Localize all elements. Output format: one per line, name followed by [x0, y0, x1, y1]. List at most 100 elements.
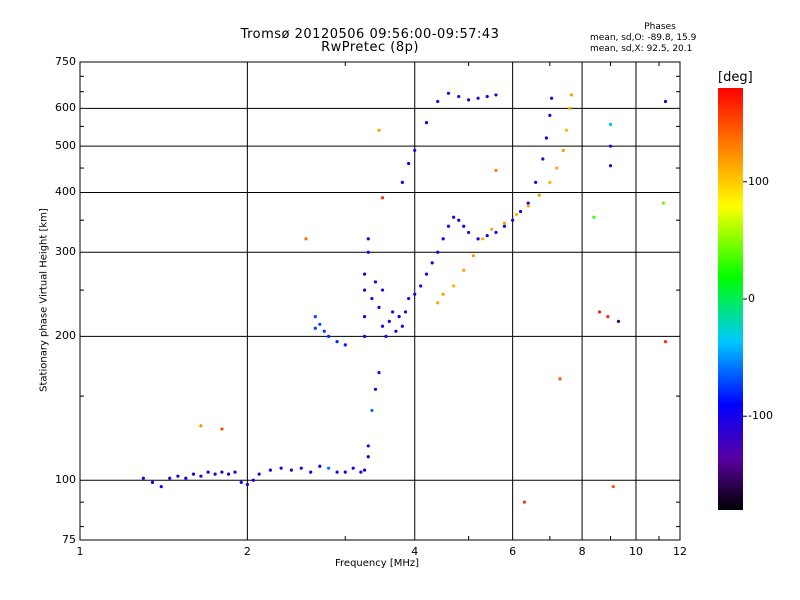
data-point	[343, 470, 347, 474]
data-point	[446, 224, 451, 228]
data-point	[362, 468, 367, 472]
x-tick-label: 10	[628, 545, 643, 558]
data-point	[309, 470, 313, 474]
phases-x-stats: mean, sd,X: 92.5, 20.1	[590, 44, 693, 54]
data-point	[608, 122, 613, 127]
data-point	[452, 284, 456, 288]
data-point	[304, 237, 308, 241]
chart-title: Tromsø 20120506 09:56:00-09:57:43	[240, 27, 500, 42]
y-tick-label: 400	[55, 185, 76, 199]
data-point	[419, 284, 423, 288]
x-tick-label: 6	[509, 545, 517, 558]
data-point	[608, 164, 613, 168]
data-point	[380, 196, 385, 200]
y-tick-label: 100	[55, 473, 76, 487]
x-tick-label: 12	[673, 545, 687, 558]
data-point	[430, 261, 434, 265]
data-point	[279, 466, 283, 470]
data-point	[569, 93, 573, 97]
phases-heading: Phases	[644, 22, 676, 32]
data-point	[391, 310, 395, 314]
x-axis-title: Frequency [MHz]	[335, 558, 420, 569]
data-point	[213, 472, 217, 476]
data-points-layer	[141, 91, 668, 504]
data-point	[400, 324, 404, 328]
data-point	[380, 324, 385, 328]
data-point	[191, 472, 196, 476]
data-point	[268, 468, 272, 472]
data-point	[377, 305, 381, 309]
data-point	[299, 466, 303, 470]
data-point	[366, 444, 370, 448]
y-tick-label: 750	[55, 55, 76, 68]
data-point	[362, 288, 367, 292]
data-point	[327, 466, 331, 470]
data-point	[343, 343, 347, 347]
data-point	[407, 161, 411, 166]
data-point	[541, 157, 545, 161]
data-point	[441, 292, 445, 296]
data-point	[548, 113, 552, 117]
data-point	[661, 201, 665, 205]
data-point	[511, 218, 515, 222]
data-point	[413, 292, 417, 296]
data-point	[366, 455, 370, 459]
data-point	[522, 500, 527, 504]
data-point	[168, 476, 172, 480]
data-point	[233, 470, 237, 474]
plot-frame	[79, 61, 681, 541]
data-point	[544, 136, 548, 140]
x-tick-label: 8	[578, 545, 586, 558]
data-point	[457, 218, 461, 222]
data-point	[257, 472, 261, 476]
data-point	[366, 250, 370, 254]
data-point	[150, 480, 155, 484]
data-point	[206, 470, 210, 474]
phases-o-stats: mean, sd,O: -89.8, 15.9	[590, 33, 697, 43]
x-tick-label: 2	[243, 545, 251, 558]
data-point	[387, 319, 391, 323]
data-point	[424, 272, 429, 276]
data-point	[318, 322, 322, 326]
data-point	[494, 93, 498, 97]
data-point	[490, 227, 494, 231]
data-point	[159, 485, 163, 489]
data-point	[413, 148, 417, 152]
data-point	[251, 478, 255, 482]
data-point	[373, 387, 378, 391]
data-point	[318, 464, 322, 468]
data-point	[373, 280, 378, 284]
x-tick-label: 1	[76, 545, 84, 558]
x-tick-label: 4	[411, 545, 419, 558]
data-point	[526, 201, 530, 205]
data-point	[608, 144, 613, 148]
data-point	[436, 301, 440, 305]
data-point	[548, 180, 552, 184]
data-point	[568, 106, 572, 110]
data-point	[663, 340, 668, 344]
colorbar-unit: [deg]	[718, 70, 753, 85]
data-point	[245, 482, 249, 487]
y-tick-label: 75	[62, 533, 76, 546]
data-point	[226, 472, 231, 476]
data-point	[558, 377, 562, 381]
data-point	[515, 212, 519, 216]
data-point	[436, 99, 440, 104]
data-point	[485, 94, 489, 99]
data-point	[494, 230, 498, 235]
y-tick-label: 200	[55, 329, 76, 343]
data-point	[313, 315, 317, 319]
data-point	[597, 310, 602, 314]
data-point	[380, 288, 385, 292]
data-point	[555, 166, 559, 170]
data-point	[502, 221, 507, 225]
data-point	[239, 480, 243, 484]
data-point	[377, 370, 381, 375]
data-point	[377, 128, 381, 132]
data-point	[476, 96, 480, 100]
data-point	[184, 476, 188, 480]
data-point	[351, 466, 355, 470]
data-point	[606, 315, 610, 319]
data-point	[366, 237, 370, 241]
